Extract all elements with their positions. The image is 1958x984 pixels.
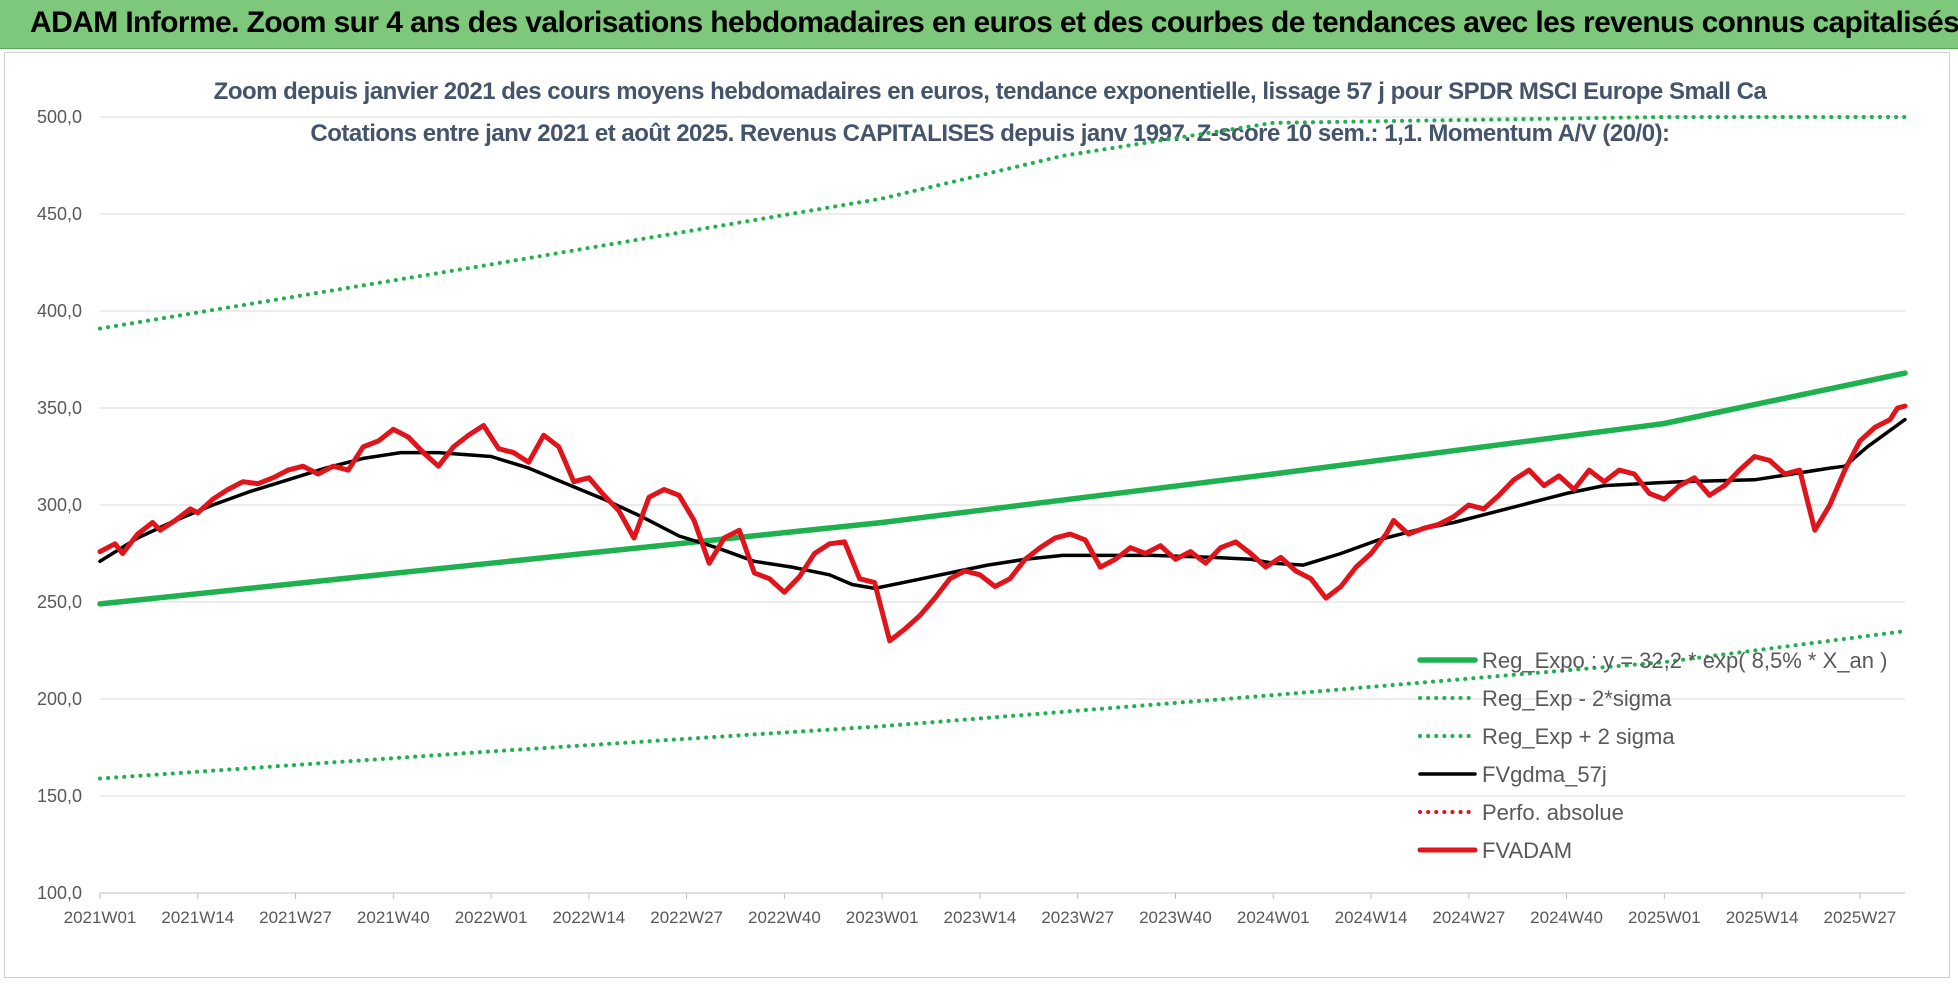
chart-title: Zoom depuis janvier 2021 des cours moyen… [213, 78, 1767, 105]
y-axis-tick-labels: 100,0 150,0 200,0 250,0 300,0 350,0 400,0 450,0… [37, 107, 82, 903]
legend-label-3: FVgdma_57j [1482, 762, 1607, 787]
x-axis-tick-labels: 2021W01 2021W14 2021W27 2021W40 2022W01 2022W… [64, 908, 1897, 927]
series-line-1 [98, 629, 1907, 781]
legend: Reg_Expo : y = 32,2 * exp( 8,5% * X_an )… [1417, 648, 1887, 863]
x-tick-label: 2025W01 [1628, 908, 1701, 927]
series-line-2 [98, 115, 1907, 331]
report-banner: ADAM Informe. Zoom sur 4 ans des valoris… [0, 0, 1958, 49]
x-tick-label: 2024W01 [1237, 908, 1310, 927]
legend-label-1: Reg_Exp - 2*sigma [1482, 686, 1672, 711]
x-tick-label: 2023W27 [1041, 908, 1114, 927]
x-tick-label: 2023W01 [846, 908, 919, 927]
y-tick-label: 450,0 [37, 204, 82, 224]
x-tick-label: 2022W27 [650, 908, 723, 927]
y-tick-label: 250,0 [37, 592, 82, 612]
chart-frame [4, 52, 1950, 978]
x-tick-label: 2022W40 [748, 908, 821, 927]
legend-label-0: Reg_Expo : y = 32,2 * exp( 8,5% * X_an ) [1482, 648, 1887, 673]
y-tick-label: 400,0 [37, 301, 82, 321]
legend-label-4: Perfo. absolue [1482, 800, 1624, 825]
series-line-3 [98, 417, 1907, 591]
x-tick-label: 2024W14 [1335, 908, 1408, 927]
legend-label-5: FVADAM [1482, 838, 1572, 863]
series-line-5 [97, 403, 1908, 644]
report-banner-title: ADAM Informe. Zoom sur 4 ans des valoris… [30, 6, 1958, 39]
x-tick-label: 2024W40 [1530, 908, 1603, 927]
x-tick-label: 2025W27 [1823, 908, 1896, 927]
x-tick-label: 2024W27 [1432, 908, 1505, 927]
x-tick-label: 2021W01 [64, 908, 137, 927]
chart-subtitle: Cotations entre janv 2021 et août 2025. … [310, 120, 1670, 147]
x-tick-label: 2021W40 [357, 908, 430, 927]
x-tick-label: 2021W27 [259, 908, 332, 927]
y-tick-label: 200,0 [37, 689, 82, 709]
y-tick-label: 100,0 [37, 883, 82, 903]
x-tick-label: 2022W01 [455, 908, 528, 927]
y-tick-label: 300,0 [37, 495, 82, 515]
series-lines [97, 115, 1908, 781]
legend-label-2: Reg_Exp + 2 sigma [1482, 724, 1675, 749]
x-tick-label: 2021W14 [161, 908, 234, 927]
x-tick-label: 2025W14 [1726, 908, 1799, 927]
x-tick-label: 2023W14 [944, 908, 1017, 927]
y-tick-label: 500,0 [37, 107, 82, 127]
series-line-0 [97, 370, 1908, 607]
y-tick-label: 150,0 [37, 786, 82, 806]
x-tick-label: 2022W14 [552, 908, 625, 927]
x-tick-label: 2023W40 [1139, 908, 1212, 927]
y-tick-label: 350,0 [37, 398, 82, 418]
